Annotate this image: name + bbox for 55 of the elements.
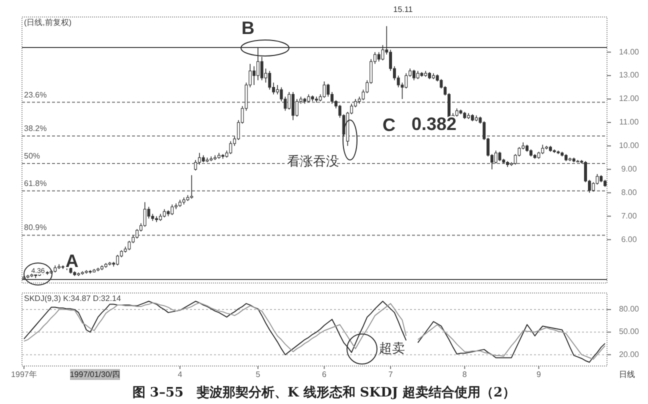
annotation: B [242,18,254,38]
text: 1997/01/30/四 [70,370,120,380]
annotation: 50% [24,151,40,160]
x-tick-label: 8 [462,370,468,380]
candlestick [194,160,198,171]
candlestick [128,240,131,251]
y-tick-label: 7.00 [621,211,638,220]
candlestick [170,204,174,216]
candlestick [498,151,502,162]
y-tick-label: 80.00 [618,304,640,314]
annotation: 61.8% [24,178,47,188]
annotation: 0.382 [411,114,457,134]
annotation: 80.9% [24,223,47,232]
y-tick-label: 6.00 [621,234,638,244]
x-tick-label: 1997年 [11,370,37,380]
candlestick [494,150,498,164]
y-tick-label: 13.00 [618,70,640,80]
annotation: 23.6% [24,90,47,100]
x-tick-label: 6 [322,370,328,380]
y-tick-label: 50.00 [618,327,640,336]
candlestick [404,72,408,89]
text: 15.11 [393,5,414,14]
y-tick-label: 8.00 [621,188,638,197]
candlestick [412,69,416,81]
annotation: A [66,250,78,271]
candlestick [292,92,295,121]
annotation: 38.2% [24,124,47,134]
y-tick-label: 14.00 [618,47,640,56]
candlestick [136,228,139,239]
chart-title: SKDJ(9,3) K:34.87 D:32.14 [24,294,122,304]
candlestick [229,140,232,154]
y-tick-label: 10.00 [618,141,640,150]
candlestick [116,254,120,266]
annotation: C [382,114,396,135]
candlestick [326,83,330,98]
y-tick-label: 20.00 [618,350,640,359]
x-tick-label: 4 [178,370,183,380]
caption: 图 3–55 斐波那契分析、K 线形态和 SKDJ 超卖结合使用（2） [132,384,516,400]
x-tick-label: 7 [388,370,394,380]
chart-title: (日线,前复权) [24,18,72,28]
y-tick-label: 11.00 [619,118,640,127]
candlestick [260,56,264,81]
y-tick-label: 12.00 [618,94,640,104]
candlestick [190,174,194,200]
text: 日线 [619,370,635,380]
candlestick [198,152,201,166]
annotation: 超卖 [379,341,405,356]
candlestick [377,52,380,62]
y-tick-label: 9.00 [621,164,638,174]
candlestick [143,202,146,228]
x-tick-label: 9 [536,370,542,380]
x-tick-label: 5 [256,370,261,380]
candlestick [268,70,272,90]
candlestick [541,144,544,154]
candlestick [256,47,260,81]
